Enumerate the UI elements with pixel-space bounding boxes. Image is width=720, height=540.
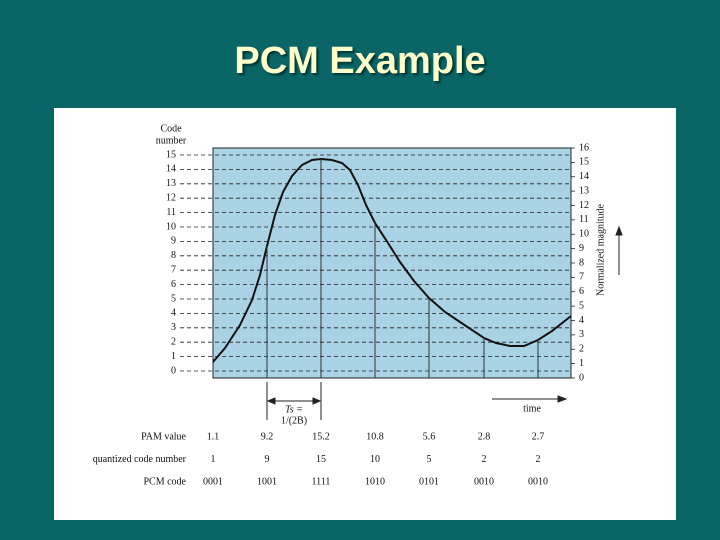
right-axis-label: 11 <box>579 214 589 225</box>
table-cell: 2 <box>536 454 541 465</box>
right-axis-label: 13 <box>579 185 589 196</box>
code-number: 6 <box>171 279 176 290</box>
table-cell: 5 <box>427 454 432 465</box>
time-label: time <box>523 403 541 414</box>
right-axis-label: Normalized magnitude <box>595 203 606 295</box>
signal-curve <box>212 157 572 363</box>
right-axis-label: 15 <box>579 157 589 168</box>
arrow-head <box>615 225 623 236</box>
code-number: 10 <box>166 221 176 232</box>
right-axis-label: 1 <box>579 358 584 369</box>
code-number: 5 <box>171 293 176 304</box>
right-axis-label: 4 <box>579 315 584 326</box>
code-number: 7 <box>171 264 176 275</box>
table-cell: 1001 <box>257 476 277 487</box>
right-axis-label: 14 <box>579 171 589 182</box>
table-cell: 1 <box>211 454 216 465</box>
table-cell: 0001 <box>203 476 223 487</box>
plot-area <box>212 147 572 379</box>
left-axis-label: number <box>156 135 187 146</box>
table-cell: 2 <box>482 454 487 465</box>
period-label: Ts = <box>285 404 303 415</box>
right-axis-label: 5 <box>579 300 584 311</box>
period-marker <box>266 225 623 420</box>
row-label: PCM code <box>144 476 187 487</box>
code-number: 4 <box>171 308 176 319</box>
code-number: 1 <box>171 351 176 362</box>
code-number: 13 <box>166 178 176 189</box>
right-axis-label: 3 <box>579 329 584 340</box>
code-number: 2 <box>171 336 176 347</box>
code-number: 3 <box>171 322 176 333</box>
table-cell: 1.1 <box>207 431 220 442</box>
code-number: 14 <box>166 164 176 175</box>
right-axis-label: 0 <box>579 372 584 383</box>
table-cell: 2.7 <box>532 431 545 442</box>
right-axis-label: 9 <box>579 243 584 254</box>
arrow-heads <box>266 397 322 405</box>
period-label: 1/(2B) <box>281 415 307 426</box>
right-axis-label: 2 <box>579 344 584 355</box>
table-cell: 0010 <box>528 476 548 487</box>
table-cell: 9 <box>265 454 270 465</box>
table-cell: 10.8 <box>366 431 384 442</box>
slide-title: PCM Example <box>234 40 486 82</box>
table-cell: 1010 <box>365 476 385 487</box>
code-number: 0 <box>171 365 176 376</box>
right-axis-label: 7 <box>579 272 584 283</box>
code-number: 11 <box>166 207 176 218</box>
left-axis-label: Code <box>160 123 182 134</box>
table-cell: 15 <box>316 454 326 465</box>
row-label: PAM value <box>141 431 186 442</box>
right-axis-label: 8 <box>579 257 584 268</box>
table-cell: 10 <box>370 454 380 465</box>
right-axis-label: 16 <box>579 142 589 153</box>
table-cell: 9.2 <box>261 431 274 442</box>
code-number: 8 <box>171 250 176 261</box>
code-number: 12 <box>166 192 176 203</box>
right-axis-label: 12 <box>579 200 589 211</box>
arrow-head <box>557 395 568 403</box>
code-number: 9 <box>171 236 176 247</box>
table-cell: 2.8 <box>478 431 491 442</box>
table-cell: 1111 <box>312 476 331 487</box>
table-cell: 0101 <box>419 476 439 487</box>
code-number: 15 <box>166 149 176 160</box>
sample-lines <box>266 159 539 378</box>
table-cell: 0010 <box>474 476 494 487</box>
table-cell: 5.6 <box>423 431 436 442</box>
row-label: quantized code number <box>93 454 187 465</box>
right-axis-label: 10 <box>579 229 589 240</box>
right-axis-label: 6 <box>579 286 584 297</box>
table-cell: 15.2 <box>312 431 330 442</box>
